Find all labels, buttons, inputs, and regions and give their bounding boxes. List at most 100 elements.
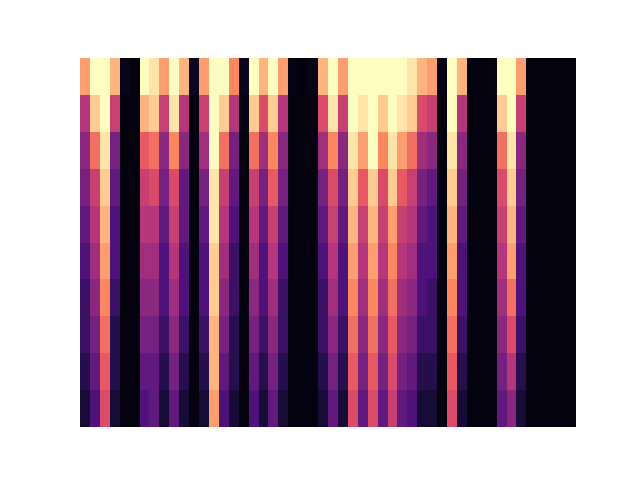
heatmap-cell	[477, 206, 488, 244]
heatmap-cell	[278, 206, 289, 244]
heatmap-cell	[80, 169, 91, 207]
heatmap-cell	[219, 243, 230, 281]
heatmap-cell	[149, 132, 160, 170]
heatmap-cell	[278, 243, 289, 281]
heatmap-cell	[100, 95, 111, 132]
heatmap-cell	[566, 279, 576, 317]
heatmap-cell	[100, 132, 111, 170]
heatmap-cell	[457, 353, 468, 391]
heatmap-cell	[140, 390, 151, 427]
heatmap-cell	[368, 279, 379, 317]
heatmap-cell	[437, 169, 448, 207]
heatmap-cell	[169, 58, 180, 96]
heatmap-cell	[239, 95, 250, 132]
heatmap-cell	[159, 316, 170, 354]
heatmap-cell	[546, 316, 557, 354]
heatmap-cell	[417, 58, 428, 96]
heatmap-cell	[80, 95, 91, 132]
heatmap-cell	[100, 243, 111, 281]
heatmap-cell	[179, 206, 190, 244]
heatmap-cell	[507, 206, 518, 244]
heatmap-cell	[219, 169, 230, 207]
heatmap-cell	[229, 353, 240, 391]
heatmap-cell	[239, 58, 250, 96]
heatmap-cell	[516, 390, 527, 427]
heatmap-cell	[120, 243, 131, 281]
heatmap-cell	[427, 58, 438, 96]
heatmap-cell	[169, 132, 180, 170]
heatmap-cell	[397, 316, 408, 354]
heatmap-cell	[487, 206, 498, 244]
heatmap-cell	[417, 279, 428, 317]
heatmap-cell	[487, 169, 498, 207]
heatmap-cell	[546, 132, 557, 170]
heatmap-cell	[566, 132, 576, 170]
heatmap-cell	[219, 279, 230, 317]
heatmap-cell	[507, 353, 518, 391]
heatmap-cell	[447, 243, 458, 281]
heatmap-cell	[328, 243, 339, 281]
heatmap-cell	[90, 206, 101, 244]
heatmap-cell	[149, 279, 160, 317]
heatmap-cell	[249, 353, 260, 391]
heatmap-cell	[140, 316, 151, 354]
heatmap-cell	[219, 206, 230, 244]
heatmap-cell	[536, 95, 547, 132]
heatmap-cell	[566, 169, 576, 207]
heatmap-cell	[427, 243, 438, 281]
heatmap-cell	[189, 353, 200, 391]
heatmap-cell	[427, 169, 438, 207]
heatmap-cell	[467, 353, 478, 391]
heatmap-cell	[388, 95, 399, 132]
heatmap-cell	[298, 243, 309, 281]
heatmap-cell	[546, 206, 557, 244]
heatmap-cell	[516, 279, 527, 317]
heatmap-cell	[120, 353, 131, 391]
heatmap-cell	[427, 390, 438, 427]
heatmap-cell	[288, 316, 299, 354]
heatmap-cell	[278, 95, 289, 132]
heatmap-cell	[249, 206, 260, 244]
heatmap-cell	[497, 95, 508, 132]
heatmap-cell	[189, 206, 200, 244]
heatmap-cells	[80, 58, 576, 427]
heatmap-cell	[526, 353, 537, 391]
heatmap-cell	[130, 353, 141, 391]
heatmap-cell	[268, 58, 279, 96]
heatmap-cell	[229, 279, 240, 317]
heatmap-cell	[308, 169, 319, 207]
heatmap-cell	[447, 169, 458, 207]
heatmap-cell	[120, 279, 131, 317]
heatmap-cell	[328, 58, 339, 96]
chart	[0, 0, 640, 480]
heatmap-cell	[318, 169, 329, 207]
heatmap-cell	[199, 279, 210, 317]
heatmap-cell	[288, 243, 299, 281]
heatmap-cell	[179, 279, 190, 317]
heatmap-cell	[338, 316, 349, 354]
heatmap-cell	[457, 390, 468, 427]
heatmap-cell	[378, 390, 389, 427]
heatmap-cell	[516, 316, 527, 354]
heatmap-cell	[149, 95, 160, 132]
heatmap-cell	[497, 353, 508, 391]
heatmap-cell	[90, 58, 101, 96]
heatmap-cell	[249, 95, 260, 132]
heatmap-cell	[407, 243, 418, 281]
heatmap-cell	[556, 390, 567, 427]
heatmap-cell	[110, 169, 121, 207]
heatmap-cell	[328, 279, 339, 317]
heatmap-cell	[179, 58, 190, 96]
heatmap-cell	[318, 95, 329, 132]
heatmap-cell	[110, 95, 121, 132]
heatmap-cell	[110, 58, 121, 96]
heatmap-cell	[308, 95, 319, 132]
heatmap-cell	[80, 58, 91, 96]
heatmap-cell	[219, 390, 230, 427]
heatmap-cell	[358, 279, 369, 317]
heatmap-cell	[100, 279, 111, 317]
heatmap-cell	[288, 132, 299, 170]
heatmap-cell	[397, 243, 408, 281]
heatmap-cell	[516, 132, 527, 170]
heatmap-cell	[318, 390, 329, 427]
